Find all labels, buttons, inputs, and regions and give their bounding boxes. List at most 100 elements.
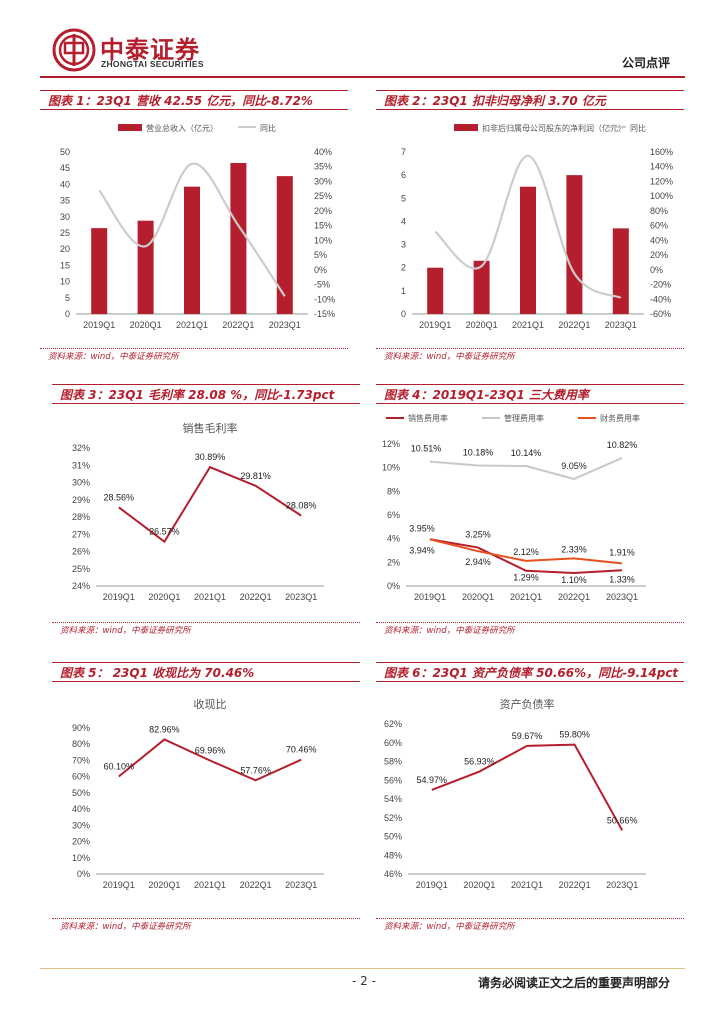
- legend-label: 管理费用率: [504, 413, 544, 423]
- series-line: [118, 465, 302, 544]
- y-right-tick-label: 60%: [650, 221, 668, 231]
- y-left-tick-label: 5: [401, 193, 406, 203]
- x-tick-label: 2022Q1: [559, 880, 591, 890]
- cash-ratio-chart: 收现比 0% 10% 20% 30% 40% 50% 60% 70% 80% 90% 2019Q1 20…: [72, 697, 324, 890]
- y-tick-label: 0%: [387, 581, 400, 591]
- panel-source: 资料来源：wind，中泰证券研究所: [384, 626, 515, 636]
- y-tick-label: 70%: [72, 755, 90, 765]
- y-left-tick-label: 2: [401, 263, 406, 273]
- data-label: 29.81%: [240, 471, 271, 481]
- y-right-tick-label: 5%: [314, 250, 327, 260]
- chart-panel-3: 图表 3：23Q1 毛利率 28.08 %，同比-1.73pct 销售毛利率 24…: [52, 384, 360, 644]
- panel-title: 图表 2：23Q1 扣非归母净利 3.70 亿元: [376, 90, 684, 110]
- legend-label: 财务费用率: [600, 413, 640, 423]
- x-tick-label: 2020Q1: [463, 880, 495, 890]
- y-left-tick-label: 5: [65, 293, 70, 303]
- footer-divider: [40, 968, 685, 969]
- y-left-tick-label: 7: [401, 147, 406, 157]
- y-left-tick-label: 10: [60, 277, 70, 287]
- y-right-tick-label: -10%: [314, 294, 335, 304]
- y-tick-label: 46%: [384, 869, 402, 879]
- footer-disclaimer: 请务必阅读正文之后的重要声明部分: [477, 976, 670, 990]
- x-tick-label: 2022Q1: [240, 880, 272, 890]
- chart-panel-5: 图表 5： 23Q1 收现比为 70.46% 收现比 0% 10% 20% 30% 40%…: [52, 662, 360, 942]
- y-tick-label: 0%: [77, 869, 90, 879]
- data-label: 50.66%: [607, 815, 638, 825]
- y-tick-label: 10%: [72, 853, 90, 863]
- y-tick-label: 58%: [384, 757, 402, 767]
- y-tick-label: 24%: [72, 581, 90, 591]
- x-tick-label: 2020Q1: [130, 320, 162, 330]
- y-right-tick-label: 40%: [314, 147, 332, 157]
- y-left-tick-label: 1: [401, 286, 406, 296]
- x-tick-label: 2019Q1: [103, 880, 135, 890]
- brand-name-en: ZHONGTAI SECURITIES: [101, 59, 204, 69]
- legend-label-line: 同比: [260, 123, 276, 133]
- chart-panel-6: 图表 6：23Q1 资产负债率 50.66%，同比-9.14pct 资产负债率 4…: [376, 662, 684, 942]
- bar: [612, 228, 629, 314]
- series-line: [431, 743, 624, 831]
- x-tick-label: 2019Q1: [419, 320, 451, 330]
- x-tick-label: 2021Q1: [194, 880, 226, 890]
- x-tick-label: 2022Q1: [240, 592, 272, 602]
- y-tick-label: 8%: [387, 486, 400, 496]
- y-tick-label: 30%: [72, 478, 90, 488]
- chart-panel-2: 图表 2：23Q1 扣非归母净利 3.70 亿元 扣非后归属母公司股东的净利润（…: [376, 90, 684, 370]
- chart-title: 销售毛利率: [183, 421, 238, 435]
- y-right-tick-label: -40%: [650, 294, 671, 304]
- chart-title: 资产负债率: [500, 697, 555, 711]
- x-tick-label: 2023Q1: [285, 880, 317, 890]
- source-divider: [40, 348, 348, 349]
- y-left-tick-label: 3: [401, 240, 406, 250]
- document-type: 公司点评: [621, 56, 670, 70]
- x-tick-label: 2019Q1: [416, 880, 448, 890]
- y-tick-label: 60%: [384, 738, 402, 748]
- y-tick-label: 62%: [384, 719, 402, 729]
- x-tick-label: 2021Q1: [176, 320, 208, 330]
- panel-title: 图表 5： 23Q1 收现比为 70.46%: [52, 662, 360, 682]
- y-left-tick-label: 40: [60, 179, 70, 189]
- data-label: 10.51%: [411, 444, 442, 454]
- data-label: 59.80%: [559, 730, 590, 740]
- header-divider: [40, 76, 685, 78]
- y-tick-label: 50%: [384, 832, 402, 842]
- y-right-tick-label: 35%: [314, 162, 332, 172]
- data-label: 28.08%: [286, 501, 317, 511]
- x-tick-label: 2023Q1: [269, 320, 301, 330]
- y-tick-label: 56%: [384, 775, 402, 785]
- data-label: 1.29%: [513, 573, 539, 583]
- legend-swatch-bar: [454, 124, 478, 131]
- y-tick-label: 52%: [384, 813, 402, 823]
- panel-source: 资料来源：wind，中泰证券研究所: [60, 922, 191, 932]
- x-tick-label: 2023Q1: [606, 592, 638, 602]
- y-right-tick-label: 40%: [650, 235, 668, 245]
- y-tick-label: 30%: [72, 820, 90, 830]
- bar: [276, 176, 293, 314]
- y-right-tick-label: 0%: [650, 265, 663, 275]
- data-label: 10.18%: [463, 448, 494, 458]
- y-tick-label: 29%: [72, 495, 90, 505]
- data-label: 59.67%: [512, 731, 543, 741]
- y-right-tick-label: 100%: [650, 191, 673, 201]
- bar: [184, 186, 200, 314]
- y-tick-label: 20%: [72, 837, 90, 847]
- x-tick-label: 2022Q1: [558, 592, 590, 602]
- y-tick-label: 28%: [72, 512, 90, 522]
- legend-swatch-bar: [118, 124, 142, 131]
- x-tick-label: 2019Q1: [83, 320, 115, 330]
- legend-label-line: 同比: [630, 123, 646, 133]
- series-line: [429, 538, 623, 565]
- data-label: 70.46%: [286, 745, 317, 755]
- data-label: 9.05%: [561, 461, 587, 471]
- panel-title: 图表 4：2019Q1-23Q1 三大费用率: [376, 384, 684, 404]
- gross-margin-chart: 销售毛利率 24% 25% 26% 27% 28% 29% 30% 31% 32% 2019Q1 20…: [72, 421, 324, 602]
- source-divider: [376, 622, 684, 623]
- bar: [566, 175, 583, 314]
- y-tick-label: 27%: [72, 529, 90, 539]
- y-right-tick-label: 80%: [650, 206, 668, 216]
- y-tick-label: 40%: [72, 804, 90, 814]
- x-tick-label: 2023Q1: [605, 320, 637, 330]
- data-label: 56.93%: [464, 757, 495, 767]
- yoy-line: [434, 154, 622, 299]
- panel-title: 图表 3：23Q1 毛利率 28.08 %，同比-1.73pct: [52, 384, 360, 404]
